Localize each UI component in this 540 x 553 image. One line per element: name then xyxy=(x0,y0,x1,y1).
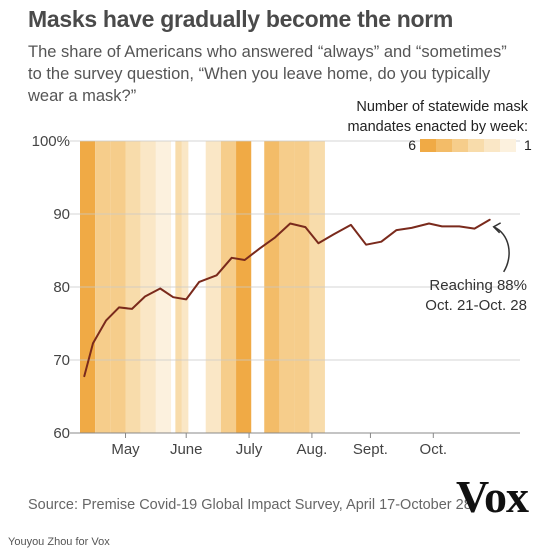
legend-swatch-6 xyxy=(420,139,436,152)
x-tick-label-2: July xyxy=(236,441,263,458)
x-tick-label-3: Aug. xyxy=(296,441,327,458)
credit-line: Youyou Zhou for Vox xyxy=(8,536,110,548)
x-tick-label-5: Oct. xyxy=(420,441,448,458)
x-tick-label-4: Sept. xyxy=(353,441,388,458)
annotation-group: Reaching 88% Oct. 21-Oct. 28 xyxy=(425,222,527,314)
legend-min-label: 1 xyxy=(524,137,532,153)
annotation-arrowhead xyxy=(492,222,502,234)
y-axis-ticks: 60 70 80 90 100% xyxy=(32,133,70,442)
legend-swatch-3 xyxy=(468,139,484,152)
y-tick-label-90: 90 xyxy=(53,206,70,223)
chart-title: Masks have gradually become the norm xyxy=(28,6,454,32)
legend-swatch-2 xyxy=(484,139,500,152)
grid-lines xyxy=(70,140,520,434)
x-axis-ticks: May June July Aug. Sept. Oct. xyxy=(111,433,447,458)
legend-swatch-5 xyxy=(436,139,452,152)
legend-title: Number of statewide mask mandates enacte… xyxy=(347,99,528,135)
y-tick-label-70: 70 xyxy=(53,352,70,369)
y-tick-label-80: 80 xyxy=(53,279,70,296)
legend-swatch-1 xyxy=(500,139,516,152)
annotation-text-line1: Reaching 88% xyxy=(429,277,527,294)
source-note: Source: Premise Covid-19 Global Impact S… xyxy=(28,497,472,513)
y-tick-label-100: 100% xyxy=(32,133,70,150)
vox-logo: Vox xyxy=(456,471,529,522)
annotation-text-line2: Oct. 21-Oct. 28 xyxy=(425,297,527,314)
x-tick-label-1: June xyxy=(170,441,203,458)
annotation-arrow xyxy=(493,226,510,273)
y-tick-label-60: 60 xyxy=(53,425,70,442)
chart-subtitle: The share of Americans who answered “alw… xyxy=(28,43,507,105)
x-tick-label-0: May xyxy=(111,441,140,458)
series-line xyxy=(83,218,491,378)
legend-max-label: 6 xyxy=(408,137,416,153)
legend-swatch-4 xyxy=(452,139,468,152)
